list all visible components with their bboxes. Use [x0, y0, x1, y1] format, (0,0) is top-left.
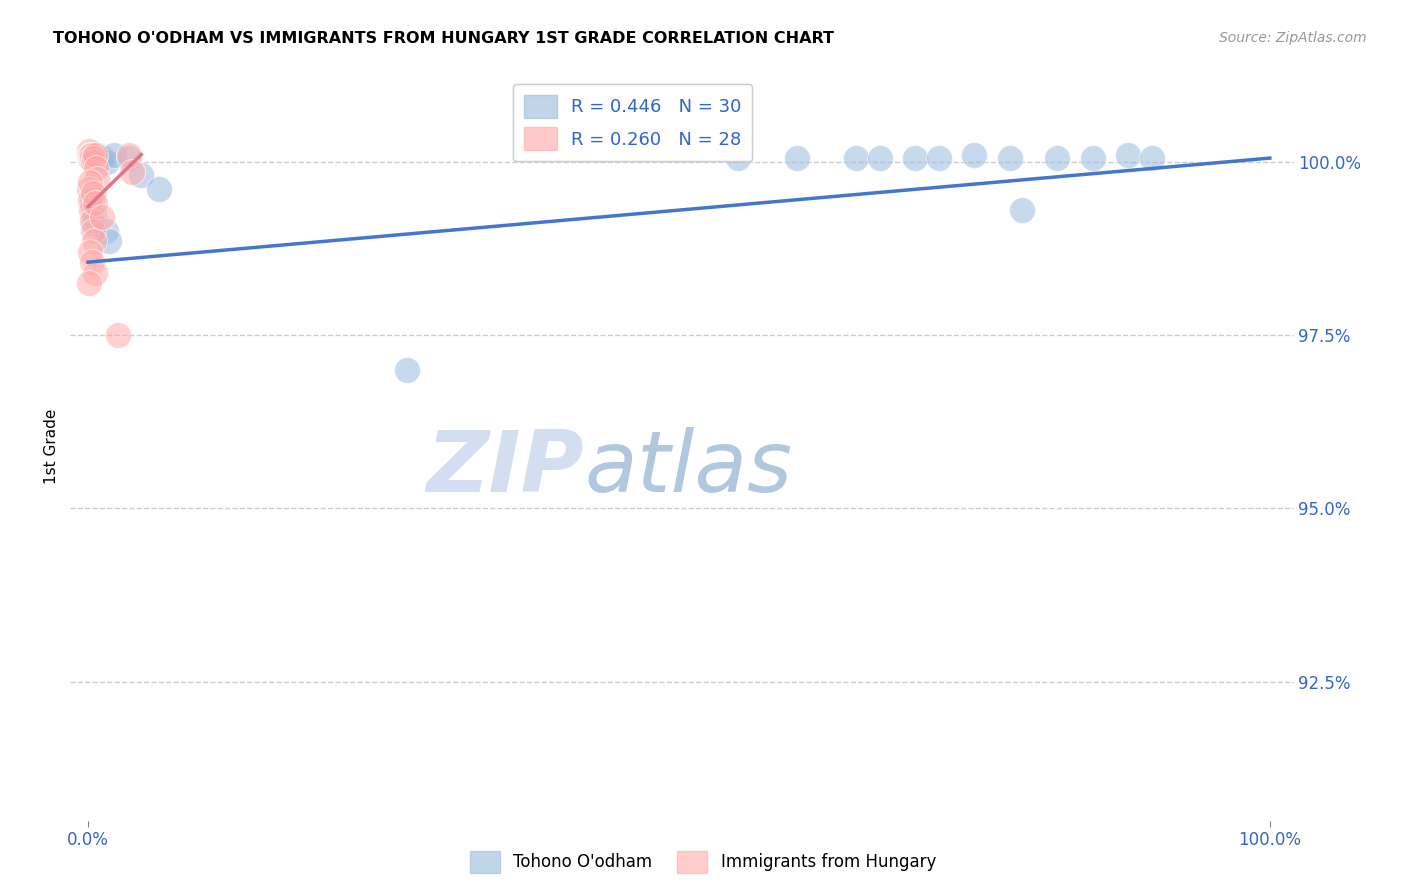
Point — [129, 169, 152, 183]
Point — [94, 224, 117, 238]
Point — [89, 151, 111, 165]
Point — [103, 147, 125, 161]
Point — [86, 147, 108, 161]
Point — [83, 196, 105, 211]
Point — [1116, 147, 1139, 161]
Point — [121, 165, 143, 179]
Point — [98, 235, 121, 249]
Point — [1081, 151, 1104, 165]
Legend: Tohono O'odham, Immigrants from Hungary: Tohono O'odham, Immigrants from Hungary — [463, 845, 943, 880]
Point — [1011, 203, 1033, 218]
Point — [82, 224, 104, 238]
Point — [77, 276, 100, 290]
Point — [904, 151, 927, 165]
Point — [84, 266, 107, 280]
Point — [82, 186, 104, 200]
Point — [80, 255, 103, 269]
Point — [79, 147, 101, 161]
Point — [1140, 151, 1163, 165]
Point — [91, 210, 114, 224]
Point — [96, 154, 118, 169]
Point — [83, 206, 105, 220]
Point — [79, 147, 101, 161]
Point — [118, 151, 141, 165]
Point — [83, 235, 105, 249]
Point — [963, 147, 986, 161]
Point — [77, 182, 100, 196]
Point — [83, 217, 105, 231]
Point — [79, 193, 101, 207]
Point — [84, 161, 107, 176]
Point — [77, 144, 100, 158]
Point — [82, 213, 104, 227]
Point — [118, 147, 141, 161]
Text: TOHONO O'ODHAM VS IMMIGRANTS FROM HUNGARY 1ST GRADE CORRELATION CHART: TOHONO O'ODHAM VS IMMIGRANTS FROM HUNGAR… — [53, 31, 834, 46]
Point — [148, 182, 170, 196]
Point — [82, 154, 104, 169]
Point — [80, 147, 103, 161]
Text: Source: ZipAtlas.com: Source: ZipAtlas.com — [1219, 31, 1367, 45]
Point — [82, 147, 104, 161]
Point — [84, 147, 107, 161]
Point — [786, 151, 808, 165]
Point — [928, 151, 950, 165]
Point — [79, 175, 101, 189]
Point — [82, 151, 104, 165]
Legend: R = 0.446   N = 30, R = 0.260   N = 28: R = 0.446 N = 30, R = 0.260 N = 28 — [513, 84, 752, 161]
Point — [107, 328, 129, 343]
Point — [80, 203, 103, 218]
Point — [80, 147, 103, 161]
Point — [83, 151, 105, 165]
Point — [86, 172, 108, 186]
Point — [93, 151, 115, 165]
Point — [79, 244, 101, 259]
Point — [845, 151, 868, 165]
Point — [998, 151, 1021, 165]
Point — [80, 193, 103, 207]
Point — [727, 151, 749, 165]
Text: ZIP: ZIP — [426, 427, 583, 510]
Y-axis label: 1st Grade: 1st Grade — [44, 409, 59, 483]
Point — [84, 151, 107, 165]
Point — [79, 151, 101, 165]
Point — [1046, 151, 1069, 165]
Point — [869, 151, 891, 165]
Point — [396, 362, 419, 376]
Text: atlas: atlas — [583, 427, 792, 510]
